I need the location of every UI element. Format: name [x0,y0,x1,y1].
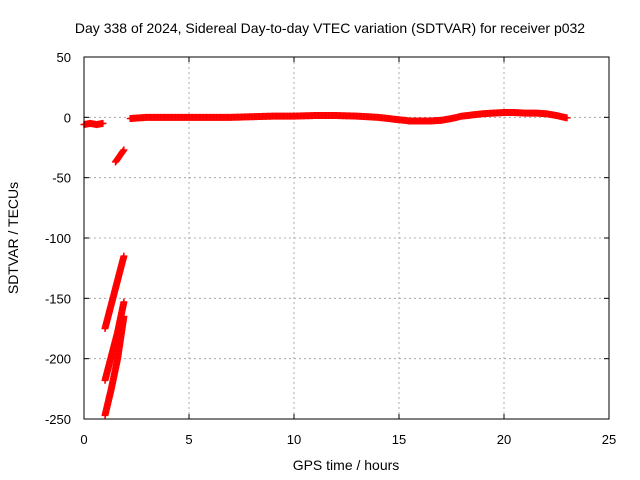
x-tick-label: 20 [497,432,511,447]
data-point [563,114,571,122]
y-tick-label: -50 [52,171,71,186]
y-tick-label: -150 [45,291,71,306]
y-tick-label: -100 [45,231,71,246]
y-tick-label: -200 [45,352,71,367]
x-axis-label: GPS time / hours [293,457,400,473]
data-point [120,252,128,260]
data-point [99,119,107,127]
series-main [126,109,571,125]
series-steep-c [101,312,128,419]
data-point [120,312,128,320]
x-tick-label: 15 [392,432,406,447]
series-steep-a [101,252,128,332]
y-tick-label: 50 [57,50,71,65]
x-tick-label: 5 [185,432,192,447]
data-point [120,298,128,306]
x-tick-label: 10 [287,432,301,447]
data-points [80,109,571,419]
x-tick-label: 0 [80,432,87,447]
y-tick-label: 0 [64,110,71,125]
x-tick-label: 25 [602,432,616,447]
data-point [120,146,128,154]
series-jump-small [112,146,128,166]
y-axis-label: SDTVAR / TECUs [5,182,21,294]
chart-title: Day 338 of 2024, Sidereal Day-to-day VTE… [75,20,585,36]
y-tick-label: -250 [45,412,71,427]
axis-ticks: 0 5 10 15 20 25 50 0 -50 -100 -150 -200 -250 [45,50,616,447]
